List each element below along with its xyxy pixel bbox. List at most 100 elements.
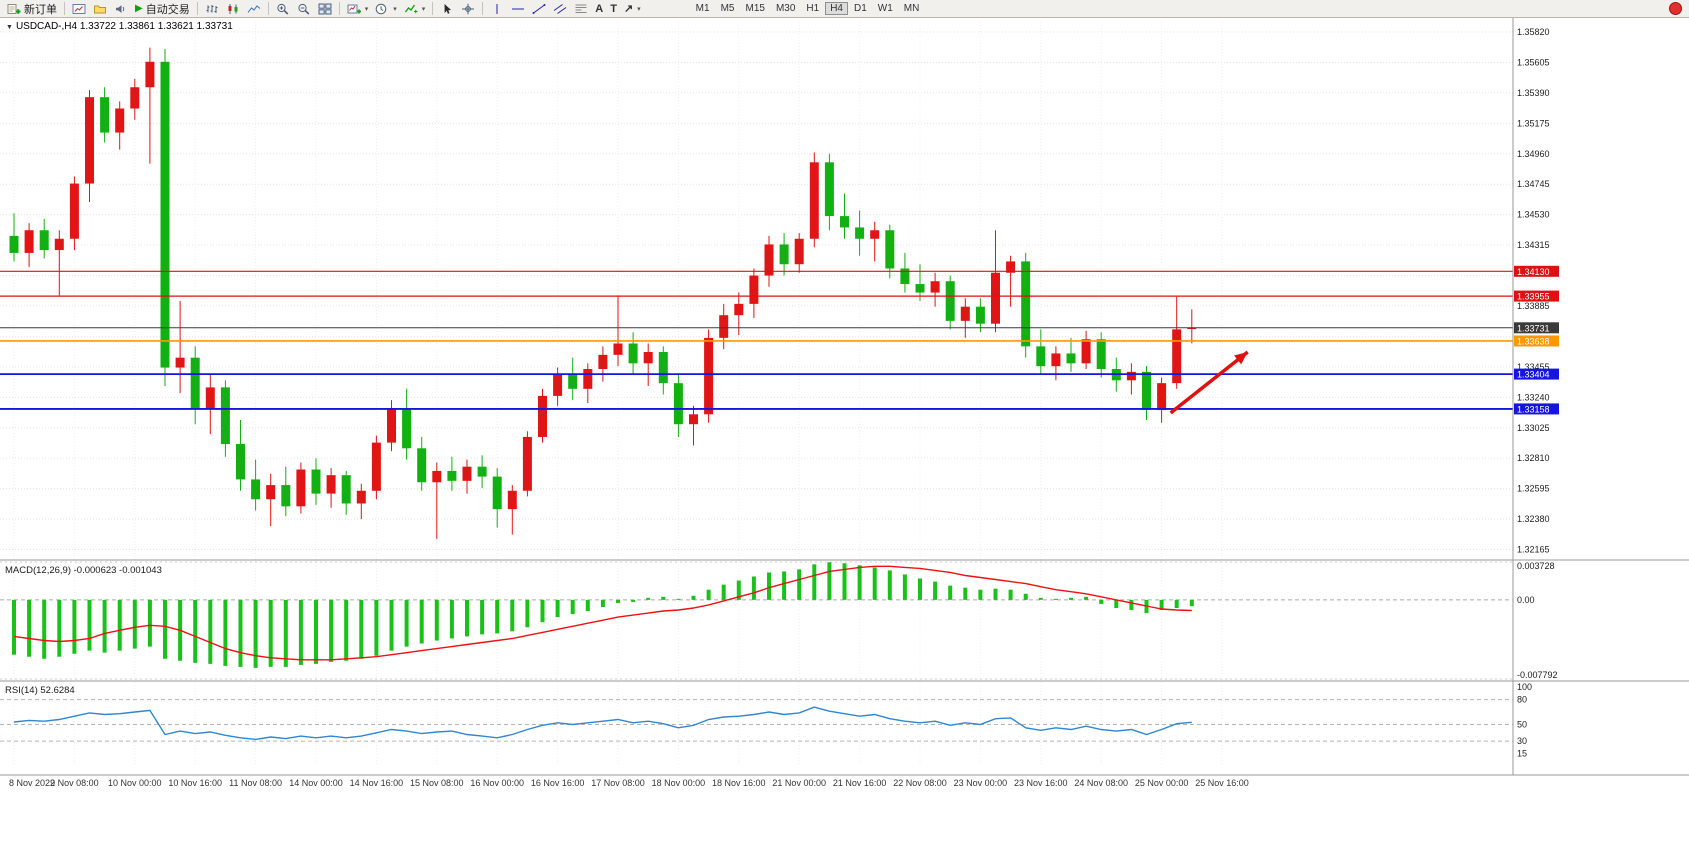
candle-body [749, 275, 759, 304]
candle [719, 303, 729, 350]
vertical-line-button[interactable] [487, 1, 507, 17]
candle [387, 400, 396, 452]
chart-canvas[interactable]: 1.35820 1.35605 1.35390 1.35175 1.34960 1.347… [0, 18, 1689, 856]
candle [1036, 329, 1046, 375]
candle [991, 230, 1000, 333]
candle [24, 223, 34, 268]
time-label: 14 Nov 16:00 [350, 778, 404, 788]
candle-body [1036, 346, 1046, 367]
rsi-indicator-label: RSI(14) 52.6284 [5, 685, 75, 696]
cursor-button[interactable] [437, 1, 457, 17]
candle [1081, 330, 1091, 369]
tile-windows-button[interactable] [315, 1, 335, 17]
tf-m5[interactable]: M5 [720, 3, 735, 14]
fibonacci-icon [575, 4, 587, 13]
chevron-down-icon: ▾ [364, 5, 369, 13]
symbol-period-label: USDCAD-,H4 [15, 21, 78, 32]
line-chart-button[interactable] [244, 1, 264, 17]
candle-body [764, 244, 774, 276]
candle-body [719, 315, 729, 338]
candle [296, 462, 306, 514]
price-tick-label: 1.33240 [1517, 392, 1550, 402]
horizontal-line-button[interactable] [508, 1, 528, 17]
chart-title: ▼ USDCAD-,H4 1.33722 1.33861 1.33621 1.33… [6, 21, 233, 32]
alerts-icon [116, 4, 125, 13]
tf-w1[interactable]: W1 [877, 3, 893, 14]
candle-body [1142, 371, 1151, 411]
autotrade-label: 自动交易 [145, 3, 190, 16]
text-icon: A [595, 2, 604, 15]
label-button[interactable]: T [607, 1, 620, 17]
candle-body [402, 408, 412, 449]
candle-body [326, 475, 336, 494]
candle [538, 388, 547, 443]
rsi-line [13, 706, 1192, 741]
alerts-button[interactable] [111, 1, 131, 17]
channel-icon [553, 3, 567, 14]
candle [130, 78, 140, 120]
arrows-button[interactable]: ↗ ▾ [621, 1, 644, 17]
tf-h4[interactable]: H4 [825, 2, 848, 15]
price-tick-label: 1.35605 [1517, 57, 1550, 67]
candle-body [613, 343, 623, 355]
bars-button[interactable] [202, 1, 222, 17]
tf-m30[interactable]: M30 [775, 3, 796, 14]
zoom-in-button[interactable] [273, 1, 293, 17]
tf-h1[interactable]: H1 [806, 3, 820, 14]
time-label: 22 Nov 08:00 [893, 778, 947, 788]
candle [734, 292, 744, 336]
period-button[interactable]: ▾ [372, 1, 400, 17]
macd-axis-label: 0.00 [1517, 595, 1535, 605]
rsi-pane [0, 699, 1513, 742]
charts-button[interactable] [69, 1, 89, 17]
candle-body [311, 469, 321, 494]
label-icon: T [610, 2, 617, 15]
candle-body [371, 442, 381, 491]
fibonacci-button[interactable] [571, 1, 591, 17]
rsi-axis-label: 100 [1517, 682, 1532, 692]
autotrade-button[interactable]: ▶ 自动交易 [132, 1, 193, 17]
candle [1066, 337, 1076, 372]
candle-body [824, 162, 834, 217]
candle [54, 230, 64, 296]
time-label: 15 Nov 08:00 [410, 778, 464, 788]
candle-body [9, 235, 19, 253]
tf-m1[interactable]: M1 [695, 3, 710, 14]
candle-body [85, 97, 94, 184]
candle-body [130, 87, 140, 109]
channel-button[interactable] [550, 1, 570, 17]
new-order-button[interactable]: 新订单 [4, 1, 60, 17]
candle-body [417, 448, 427, 483]
candle [704, 329, 714, 423]
crosshair-button[interactable] [458, 1, 478, 17]
candle-body [24, 230, 34, 253]
candle-body [281, 485, 291, 507]
price-axis[interactable]: 1.35820 1.35605 1.35390 1.35175 1.34960 1.347… [1514, 27, 1559, 759]
collapse-triangle-icon[interactable]: ▼ [6, 24, 13, 31]
trend-arrow[interactable] [1169, 350, 1249, 415]
candle [1021, 252, 1031, 358]
new-chart-button[interactable]: ▾ [344, 1, 372, 17]
notification-badge[interactable] [1669, 2, 1682, 15]
tf-m15[interactable]: M15 [745, 3, 765, 14]
indicators-button[interactable]: ▾ [401, 1, 429, 17]
navigator-button[interactable] [90, 1, 110, 17]
candles-button[interactable] [223, 1, 243, 17]
candles-layer [9, 47, 1197, 539]
tf-d1[interactable]: D1 [853, 3, 867, 14]
candle-body [915, 284, 925, 293]
candle [900, 252, 910, 293]
candle [764, 235, 774, 287]
candle-body [296, 469, 306, 507]
candle [447, 456, 457, 491]
zoom-out-button[interactable] [294, 1, 314, 17]
candle [220, 380, 230, 457]
candle-body [507, 490, 517, 510]
text-button[interactable]: A [592, 1, 606, 17]
candle-body [54, 238, 64, 251]
candle-body [689, 414, 698, 425]
time-label: 17 Nov 08:00 [591, 778, 645, 788]
trendline-button[interactable] [529, 1, 549, 17]
tf-mn[interactable]: MN [903, 3, 920, 14]
